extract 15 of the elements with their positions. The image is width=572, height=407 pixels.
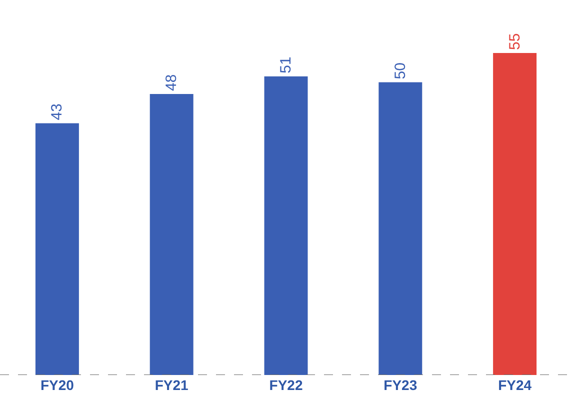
- x-tick-label: FY21: [154, 377, 189, 393]
- bar: [378, 82, 422, 375]
- bar: [35, 123, 79, 375]
- x-tick-label: FY22: [269, 377, 303, 393]
- data-label: 55: [506, 33, 524, 50]
- x-tick-label: FY20: [40, 377, 74, 393]
- x-tick-label: FY23: [384, 377, 418, 393]
- data-label: 51: [278, 56, 294, 74]
- bar: [493, 52, 537, 375]
- data-label: 48: [163, 74, 180, 91]
- bar: [150, 94, 194, 375]
- data-label: 50: [392, 62, 409, 80]
- x-tick-label: FY24: [498, 377, 532, 393]
- data-label: 43: [48, 104, 66, 120]
- bar: [264, 76, 308, 375]
